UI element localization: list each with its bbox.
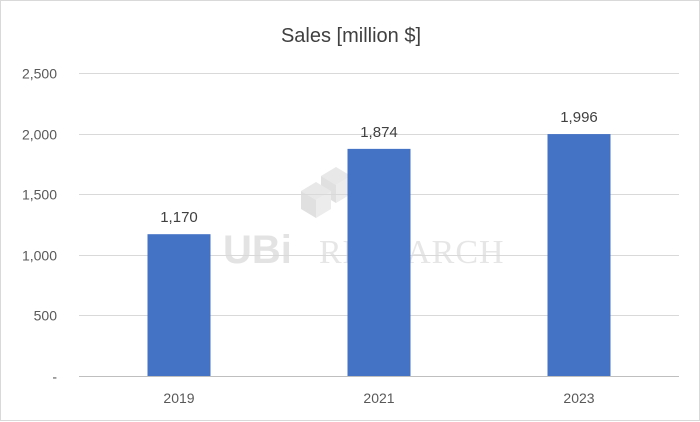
x-tick-label: 2021 <box>363 390 394 406</box>
watermark-ubi: UBi <box>223 228 292 272</box>
data-labels: 1,170 1,874 1,996 <box>160 109 598 226</box>
watermark-logo-mark <box>301 167 351 218</box>
bar-2021 <box>347 148 411 376</box>
data-label: 1,874 <box>360 124 398 141</box>
y-tick-label: 1,500 <box>22 187 57 203</box>
chart-title: Sales [million $] <box>281 25 421 47</box>
watermark-research: RESEARCH <box>319 234 505 271</box>
bars <box>147 134 611 376</box>
y-tick-label: - <box>52 369 57 385</box>
y-tick-label: 1,000 <box>22 248 57 264</box>
y-tick-label: 500 <box>34 308 58 324</box>
y-tick-label: 2,500 <box>22 66 57 82</box>
bar-2023 <box>547 134 611 376</box>
x-tick-label: 2019 <box>163 390 194 406</box>
y-axis-ticks: - 500 1,000 1,500 2,000 2,500 <box>22 66 57 385</box>
data-label: 1,996 <box>560 109 598 126</box>
bar-2019 <box>147 234 211 376</box>
x-axis-ticks: 2019 2021 2023 <box>163 390 594 406</box>
y-tick-label: 2,000 <box>22 127 57 143</box>
data-label: 1,170 <box>160 209 198 226</box>
x-tick-label: 2023 <box>563 390 594 406</box>
